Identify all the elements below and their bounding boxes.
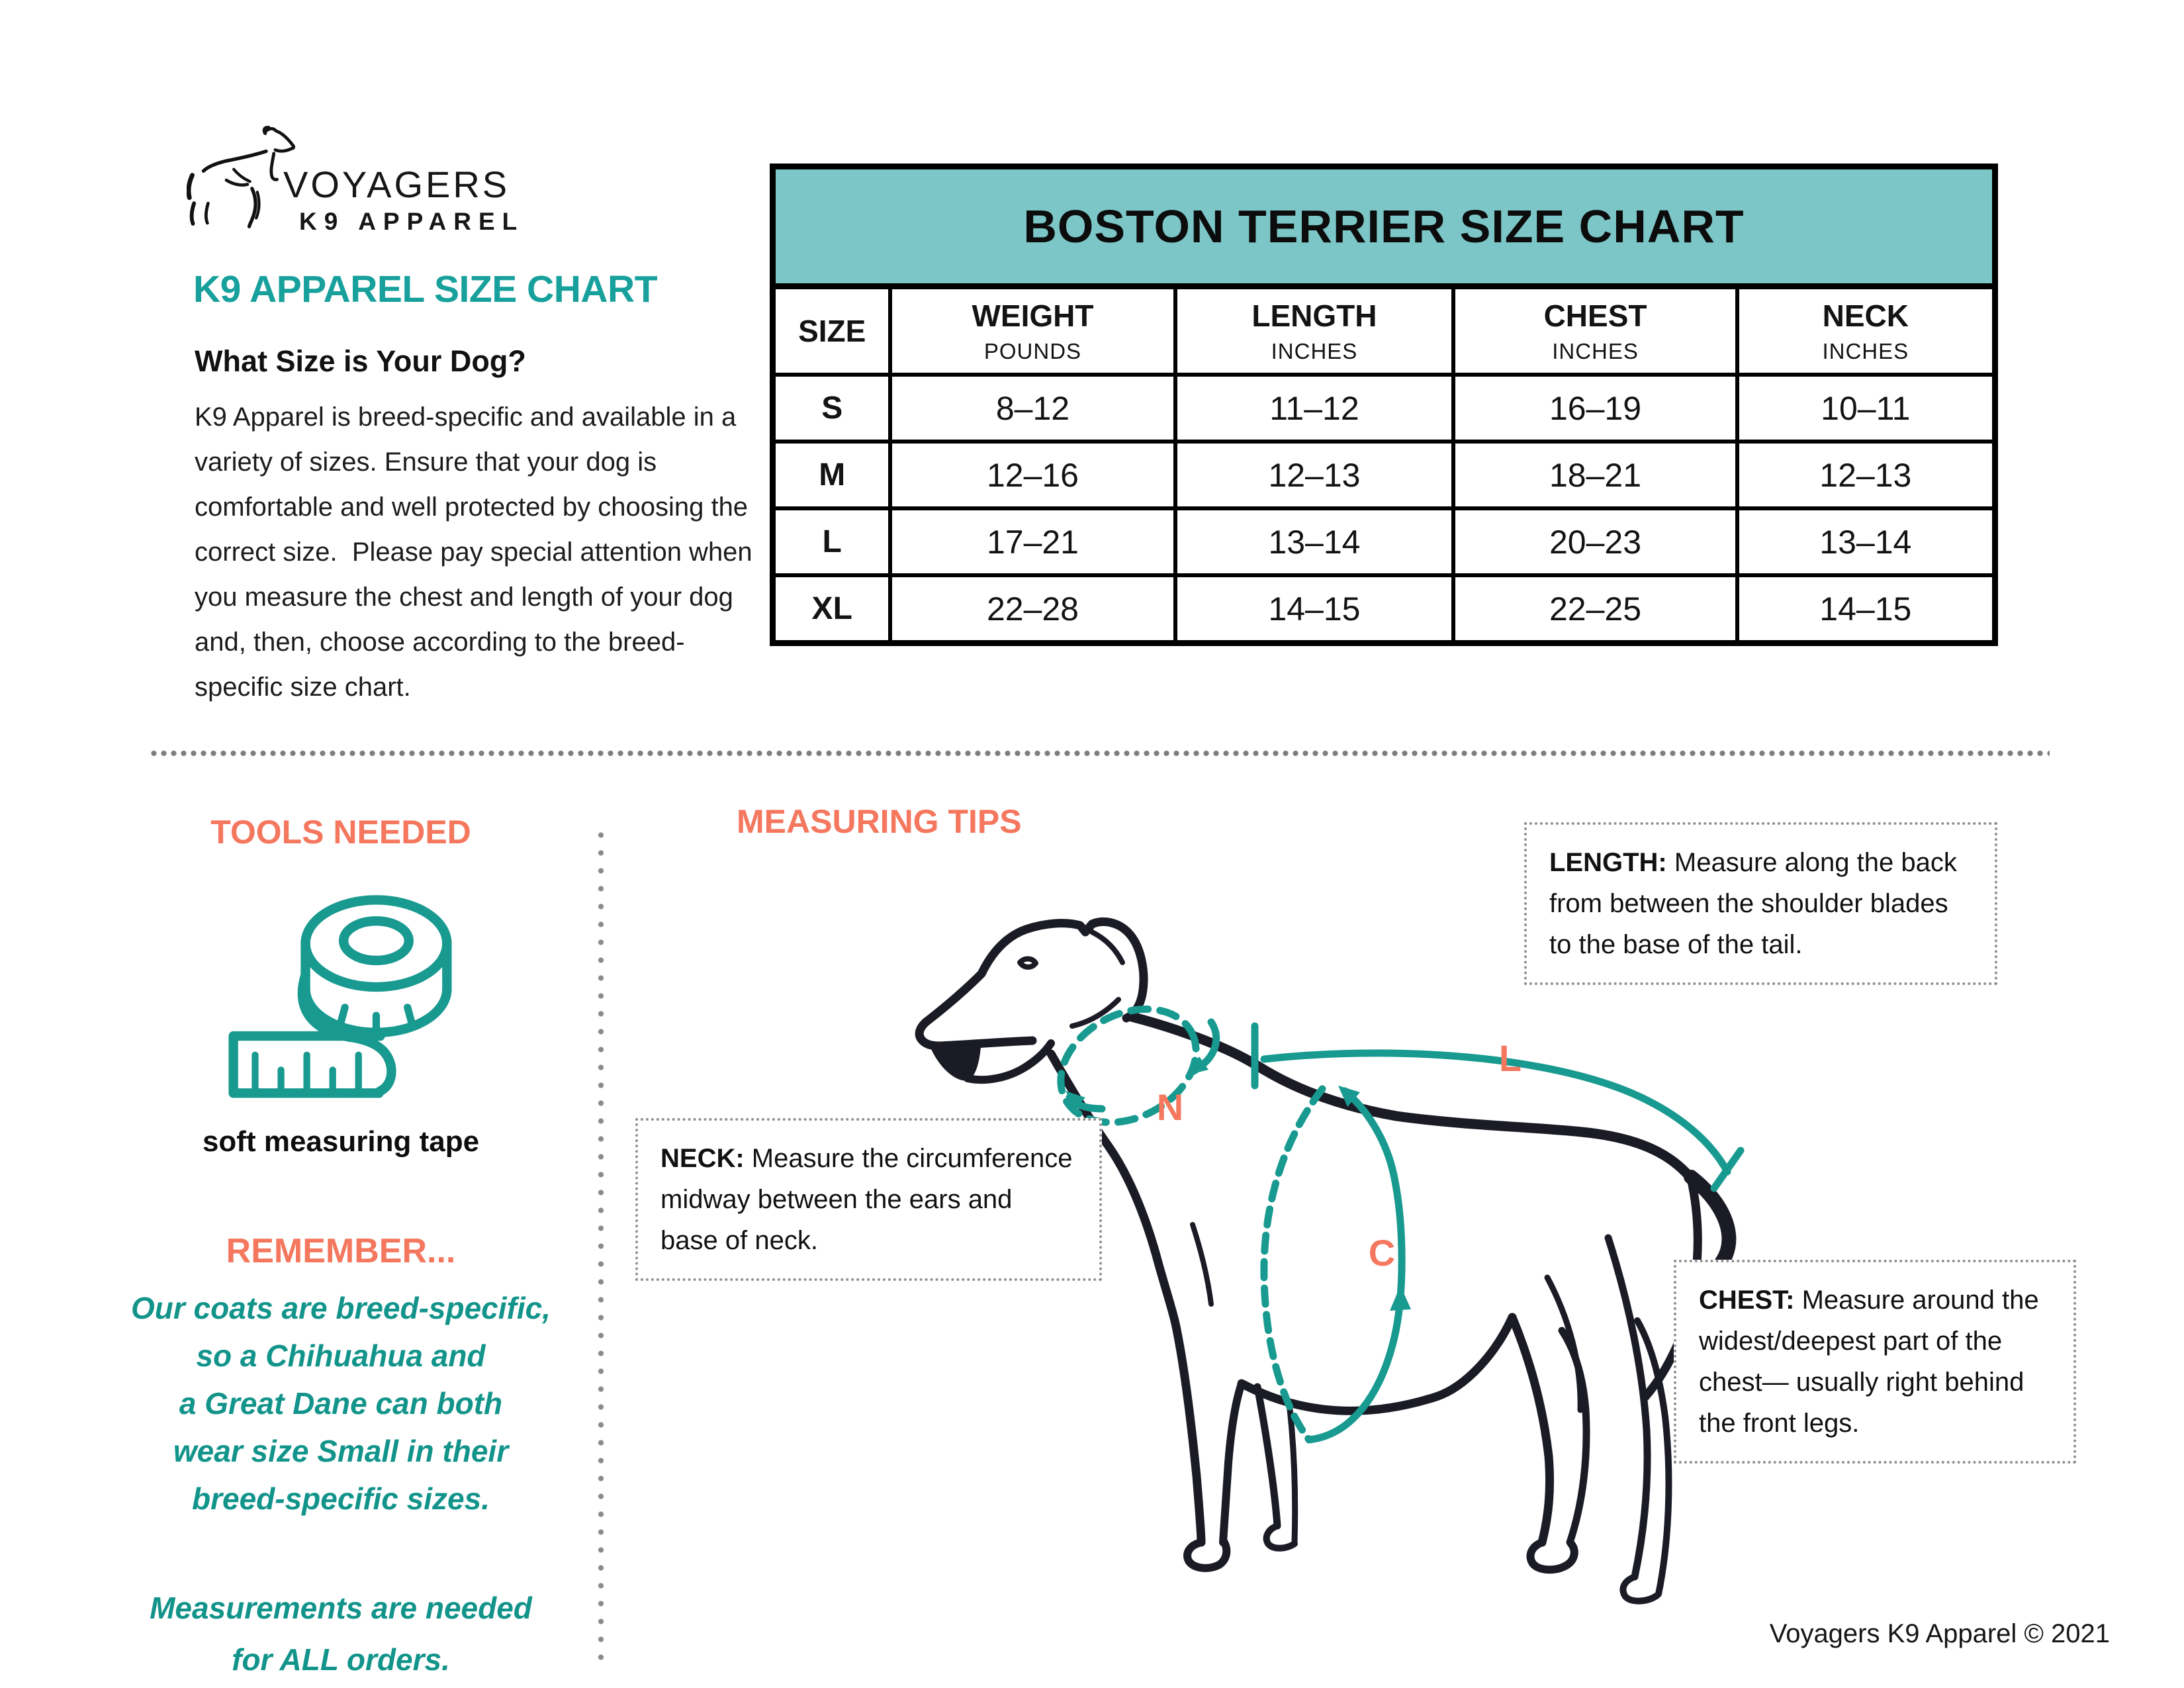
vertical-dotted-divider [597, 826, 605, 1662]
logo-dog-icon [187, 126, 296, 228]
chest-marker-label: C [1369, 1232, 1395, 1274]
cell-weight: 17–21 [892, 510, 1177, 577]
intro-subheading: What Size is Your Dog? [195, 344, 526, 378]
chest-callout-label: CHEST: [1699, 1286, 1795, 1315]
col-header-length: LENGTH INCHES [1177, 289, 1456, 377]
cell-chest: 18–21 [1455, 444, 1739, 510]
size-table-grid: SIZE WEIGHT POUNDS LENGTH INCHES CHEST I… [776, 289, 1992, 640]
cell-chest: 16–19 [1455, 377, 1739, 444]
page-title: K9 APPAREL SIZE CHART [193, 268, 658, 310]
cell-chest: 20–23 [1455, 510, 1739, 577]
note-line: for ALL orders. [232, 1642, 450, 1677]
col-header-size: SIZE [776, 289, 893, 377]
remember-heading: REMEMBER... [226, 1232, 456, 1270]
length-marker-label: L [1499, 1037, 1522, 1079]
cell-length: 12–13 [1177, 444, 1456, 510]
tape-caption: soft measuring tape [202, 1125, 480, 1158]
length-callout-label: LENGTH: [1549, 848, 1667, 877]
remember-line: wear size Small in their [173, 1434, 509, 1468]
cell-weight: 8–12 [892, 377, 1177, 444]
neck-callout-label: NECK: [660, 1144, 745, 1173]
cell-neck: 14–15 [1739, 577, 1992, 640]
neck-callout-text: Measure the circumference midway between… [660, 1144, 1080, 1255]
size-table: BOSTON TERRIER SIZE CHART SIZE WEIGHT PO… [770, 164, 1998, 646]
brand-subtitle: K9 APPAREL [299, 208, 525, 235]
note-line: Measurements are needed [150, 1591, 532, 1625]
measuring-tips-heading: MEASURING TIPS [737, 803, 1022, 840]
remember-line: Our coats are breed-specific, [130, 1291, 551, 1325]
cell-chest: 22–25 [1455, 577, 1739, 640]
neck-marker-label: N [1157, 1086, 1183, 1128]
intro-paragraph: K9 Apparel is breed-specific and availab… [195, 402, 760, 702]
remember-line: a Great Dane can both [179, 1386, 503, 1421]
cell-length: 13–14 [1177, 510, 1456, 577]
chest-callout-text: Measure around the widest/deepest part o… [1699, 1286, 2046, 1438]
neck-callout: NECK: Measure the circumference midway b… [635, 1118, 1102, 1281]
cell-length: 14–15 [1177, 577, 1456, 640]
cell-weight: 22–28 [892, 577, 1177, 640]
col-header-weight: WEIGHT POUNDS [892, 289, 1177, 377]
tools-needed-heading: TOOLS NEEDED [210, 814, 471, 851]
cell-neck: 12–13 [1739, 444, 1992, 510]
chest-callout: CHEST: Measure around the widest/deepest… [1674, 1260, 2076, 1464]
length-callout: LENGTH: Measure along the back from betw… [1524, 822, 1997, 985]
remember-line: so a Chihuahua and [196, 1338, 486, 1373]
measuring-tape-icon [228, 895, 452, 1098]
cell-size: M [776, 444, 893, 510]
measurements-note: Measurements are needed for ALL orders. [63, 1582, 619, 1685]
size-table-title: BOSTON TERRIER SIZE CHART [776, 169, 1992, 289]
horizontal-dotted-divider [149, 749, 2050, 757]
col-header-chest: CHEST INCHES [1455, 289, 1739, 377]
cell-length: 11–12 [1177, 377, 1456, 444]
remember-line: breed-specific sizes. [192, 1481, 490, 1516]
remember-text: Our coats are breed-specific, so a Chihu… [63, 1284, 619, 1523]
cell-neck: 10–11 [1739, 377, 1992, 444]
brand-name: VOYAGERS [283, 164, 510, 205]
col-header-neck: NECK INCHES [1739, 289, 1992, 377]
cell-size: XL [776, 577, 893, 640]
cell-neck: 13–14 [1739, 510, 1992, 577]
length-callout-text: Measure along the back from between the … [1549, 848, 1964, 959]
cell-weight: 12–16 [892, 444, 1177, 510]
copyright-text: Voyagers K9 Apparel © 2021 [1769, 1619, 2110, 1648]
cell-size: L [776, 510, 893, 577]
cell-size: S [776, 377, 893, 444]
